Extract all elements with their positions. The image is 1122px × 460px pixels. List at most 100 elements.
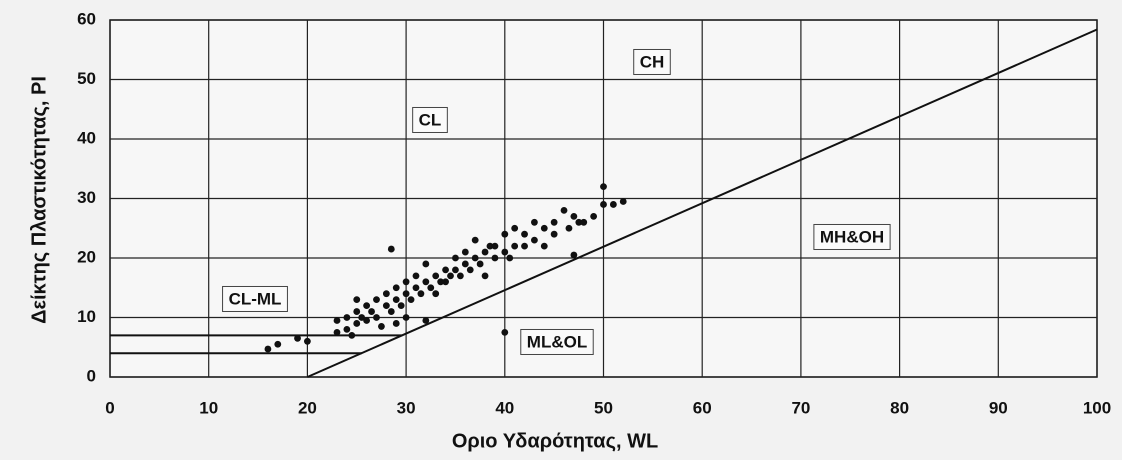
point bbox=[402, 290, 410, 298]
point bbox=[461, 260, 469, 268]
point bbox=[382, 302, 390, 309]
y-tick-label: 40 bbox=[77, 128, 96, 147]
point bbox=[461, 248, 469, 256]
region-label: MH&OH bbox=[820, 227, 884, 246]
point bbox=[358, 314, 366, 321]
point bbox=[422, 278, 430, 286]
point bbox=[264, 345, 272, 353]
point bbox=[471, 236, 479, 244]
point bbox=[353, 296, 361, 304]
point bbox=[333, 328, 341, 336]
point bbox=[412, 272, 420, 280]
point bbox=[382, 290, 390, 298]
point bbox=[491, 254, 499, 262]
point bbox=[402, 278, 410, 286]
point bbox=[274, 340, 282, 348]
point bbox=[521, 242, 528, 250]
x-tick-label: 90 bbox=[989, 398, 1008, 417]
point bbox=[392, 320, 400, 327]
point bbox=[442, 278, 449, 286]
point bbox=[491, 242, 499, 250]
point bbox=[600, 183, 607, 191]
point bbox=[368, 308, 375, 315]
point bbox=[540, 224, 548, 232]
point bbox=[333, 317, 341, 324]
point bbox=[619, 198, 627, 205]
point bbox=[531, 218, 538, 226]
x-axis-label: Οριο Υδαρότητας, WL bbox=[452, 430, 658, 452]
point bbox=[456, 272, 464, 280]
point bbox=[343, 326, 351, 333]
point bbox=[417, 290, 425, 298]
point bbox=[294, 334, 301, 342]
point bbox=[501, 248, 509, 256]
region-label-box bbox=[813, 223, 891, 250]
point bbox=[540, 242, 548, 250]
point bbox=[447, 272, 454, 280]
point bbox=[501, 230, 509, 238]
point bbox=[609, 201, 617, 208]
point bbox=[521, 230, 528, 238]
x-tick-label: 20 bbox=[298, 398, 317, 417]
point bbox=[304, 337, 311, 345]
point bbox=[353, 320, 361, 327]
point bbox=[471, 254, 479, 262]
point bbox=[476, 260, 484, 268]
point bbox=[570, 212, 578, 220]
y-tick-label: 60 bbox=[77, 9, 96, 28]
point bbox=[432, 272, 440, 280]
point bbox=[550, 218, 558, 226]
y-tick-label: 10 bbox=[77, 307, 96, 326]
point bbox=[373, 314, 380, 321]
point bbox=[378, 323, 385, 330]
x-tick-label: 70 bbox=[791, 398, 810, 417]
x-tick-label: 60 bbox=[693, 398, 712, 417]
point bbox=[511, 224, 519, 232]
region-label: CH bbox=[640, 52, 665, 71]
x-tick-label: 10 bbox=[199, 398, 218, 417]
x-tick-label: 30 bbox=[397, 398, 416, 417]
reference-line bbox=[306, 28, 1098, 378]
y-tick-label: 20 bbox=[77, 247, 96, 266]
y-axis-label: Δείκτης Πλαστικότητας, PI bbox=[28, 76, 50, 324]
point bbox=[590, 212, 598, 220]
y-tick-label: 30 bbox=[77, 188, 96, 207]
point bbox=[387, 308, 395, 315]
y-tick-label: 50 bbox=[77, 69, 96, 88]
point bbox=[560, 207, 568, 214]
point bbox=[580, 218, 588, 226]
region-label-box bbox=[222, 285, 288, 312]
point bbox=[407, 296, 415, 304]
x-tick-label: 100 bbox=[1083, 398, 1111, 417]
region-label: ML&OL bbox=[527, 332, 587, 351]
point bbox=[353, 308, 361, 315]
point bbox=[481, 248, 489, 256]
point bbox=[452, 254, 459, 262]
point bbox=[570, 251, 578, 259]
point bbox=[422, 260, 430, 268]
region-label-box bbox=[412, 106, 448, 133]
region-label-box bbox=[520, 328, 594, 355]
point bbox=[506, 254, 514, 262]
point bbox=[452, 266, 459, 274]
point bbox=[427, 284, 435, 292]
x-tick-label: 80 bbox=[890, 398, 909, 417]
y-tick-label: 0 bbox=[87, 366, 96, 385]
point bbox=[437, 278, 445, 286]
point bbox=[501, 328, 509, 336]
point bbox=[412, 284, 420, 292]
x-tick-label: 40 bbox=[495, 398, 514, 417]
point bbox=[422, 317, 430, 324]
point bbox=[373, 296, 380, 304]
point bbox=[600, 201, 607, 208]
point bbox=[531, 236, 538, 244]
point bbox=[550, 230, 558, 238]
point bbox=[387, 245, 395, 253]
point bbox=[575, 218, 583, 226]
region-label-box bbox=[633, 48, 671, 75]
point bbox=[363, 317, 371, 324]
point bbox=[432, 290, 440, 298]
point bbox=[486, 242, 494, 250]
point bbox=[348, 331, 356, 339]
